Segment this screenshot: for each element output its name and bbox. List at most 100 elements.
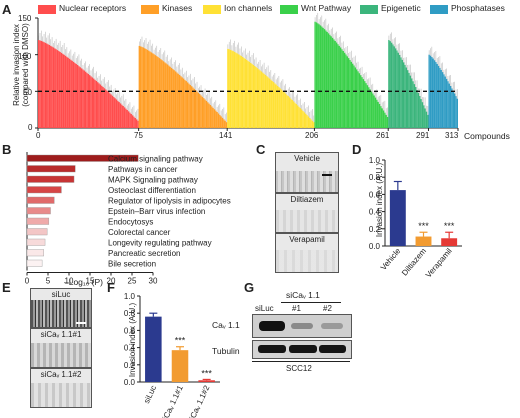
- compound-bar: [42, 41, 44, 129]
- compound-bar: [40, 40, 43, 128]
- compound-bar: [292, 101, 295, 128]
- y-tick-label: 0.0: [124, 378, 136, 387]
- compound-bar: [75, 63, 77, 128]
- micrograph-diltiazem: Diltiazem: [275, 193, 339, 233]
- compound-bar: [408, 72, 410, 128]
- pathway-bar: [26, 259, 43, 267]
- pathway-bar: [26, 186, 62, 194]
- compound-bar: [244, 58, 246, 129]
- compound-bar: [227, 48, 229, 128]
- compound-bar: [302, 110, 304, 128]
- compound-bar: [66, 56, 68, 128]
- compound-bar: [342, 50, 344, 128]
- compound-bar: [150, 52, 153, 128]
- compound-bar: [280, 89, 283, 128]
- compound-bar: [119, 103, 122, 128]
- compound-bar: [386, 117, 389, 128]
- compound-bar: [451, 88, 453, 128]
- significance-label: ***: [444, 221, 455, 231]
- compound-bar: [282, 90, 284, 128]
- compound-bar: [241, 56, 244, 128]
- compound-bar: [170, 67, 173, 128]
- bar: [389, 190, 406, 246]
- pathway-label: Endocytosys: [108, 218, 153, 227]
- pathway-bar: [26, 238, 46, 246]
- compound-bar: [315, 22, 318, 128]
- compound-bar: [157, 57, 159, 128]
- compound-bar: [295, 104, 297, 128]
- compound-bar: [82, 69, 84, 128]
- compound-bar: [267, 77, 269, 128]
- compound-bar: [239, 55, 241, 128]
- compound-bar: [145, 48, 147, 128]
- compound-bar: [389, 41, 391, 129]
- compound-bar: [271, 80, 273, 128]
- compound-bar: [362, 79, 365, 128]
- compound-bar: [213, 109, 216, 128]
- panel-label-b: B: [2, 142, 12, 157]
- compound-bar: [313, 122, 315, 128]
- compound-bar: [428, 54, 430, 128]
- compound-bar: [103, 88, 106, 128]
- compound-bar: [335, 42, 338, 129]
- compound-bar: [376, 99, 378, 128]
- compound-bar: [102, 86, 104, 128]
- y-tick-label: 0.0: [369, 242, 381, 251]
- compound-bar: [425, 111, 428, 128]
- compound-bar: [174, 71, 177, 128]
- compound-bar: [217, 113, 220, 128]
- x-tick-label: 10: [65, 277, 74, 286]
- compound-bar: [299, 108, 302, 128]
- x-tick-label: 15: [86, 277, 95, 286]
- category-label: siLuc: [142, 384, 158, 405]
- compound-bar: [357, 71, 359, 128]
- compound-bar: [411, 78, 413, 128]
- compound-bar: [290, 98, 292, 128]
- pathway-bar: [26, 249, 44, 257]
- compound-bar: [59, 51, 61, 128]
- compound-bar: [455, 96, 457, 128]
- compound-bar: [165, 63, 167, 128]
- compound-bar: [46, 43, 48, 129]
- legend-swatch: [360, 5, 378, 14]
- micrograph-label: Verapamil: [289, 235, 325, 244]
- legend-swatch: [38, 5, 56, 14]
- compound-bar: [158, 58, 161, 128]
- compound-bar: [203, 98, 205, 128]
- blot-band: [319, 345, 346, 353]
- compound-bar: [398, 54, 401, 128]
- panel-a-xtick: 313: [445, 131, 459, 140]
- compound-bar: [441, 72, 444, 128]
- legend-label: Phosphatases: [451, 3, 505, 13]
- compound-bar: [453, 93, 456, 128]
- compound-bar: [47, 44, 49, 128]
- compound-bar: [254, 65, 256, 128]
- compound-bar: [121, 104, 123, 128]
- compound-bar: [392, 44, 394, 128]
- compound-bar: [390, 42, 393, 129]
- compound-bar: [433, 60, 436, 128]
- y-tick-label: 0.8: [124, 309, 136, 318]
- compound-bar: [364, 81, 366, 128]
- compound-bar: [365, 83, 367, 128]
- panel-a-ytick: 100: [18, 52, 32, 61]
- compound-bar: [188, 83, 190, 128]
- micrograph-label: siCaᵥ 1.1#1: [40, 330, 82, 339]
- compound-bar: [305, 113, 307, 128]
- compound-bar: [105, 89, 107, 128]
- compound-bar: [74, 62, 76, 129]
- compound-bar: [129, 112, 131, 128]
- compound-bar: [323, 29, 326, 128]
- compound-bar: [146, 49, 149, 128]
- panel-a-legend: Nuclear receptors Kinases Ion channels W…: [38, 2, 508, 16]
- y-tick-label: 1.0: [124, 292, 136, 301]
- compound-bar: [78, 66, 80, 128]
- compound-bar: [350, 61, 352, 128]
- compound-bar: [318, 24, 320, 128]
- bar: [171, 350, 189, 382]
- compound-bar: [272, 82, 275, 128]
- x-tick-label: 0: [25, 277, 30, 286]
- panel-a-xtick: 75: [134, 131, 143, 140]
- compound-bar: [258, 69, 260, 128]
